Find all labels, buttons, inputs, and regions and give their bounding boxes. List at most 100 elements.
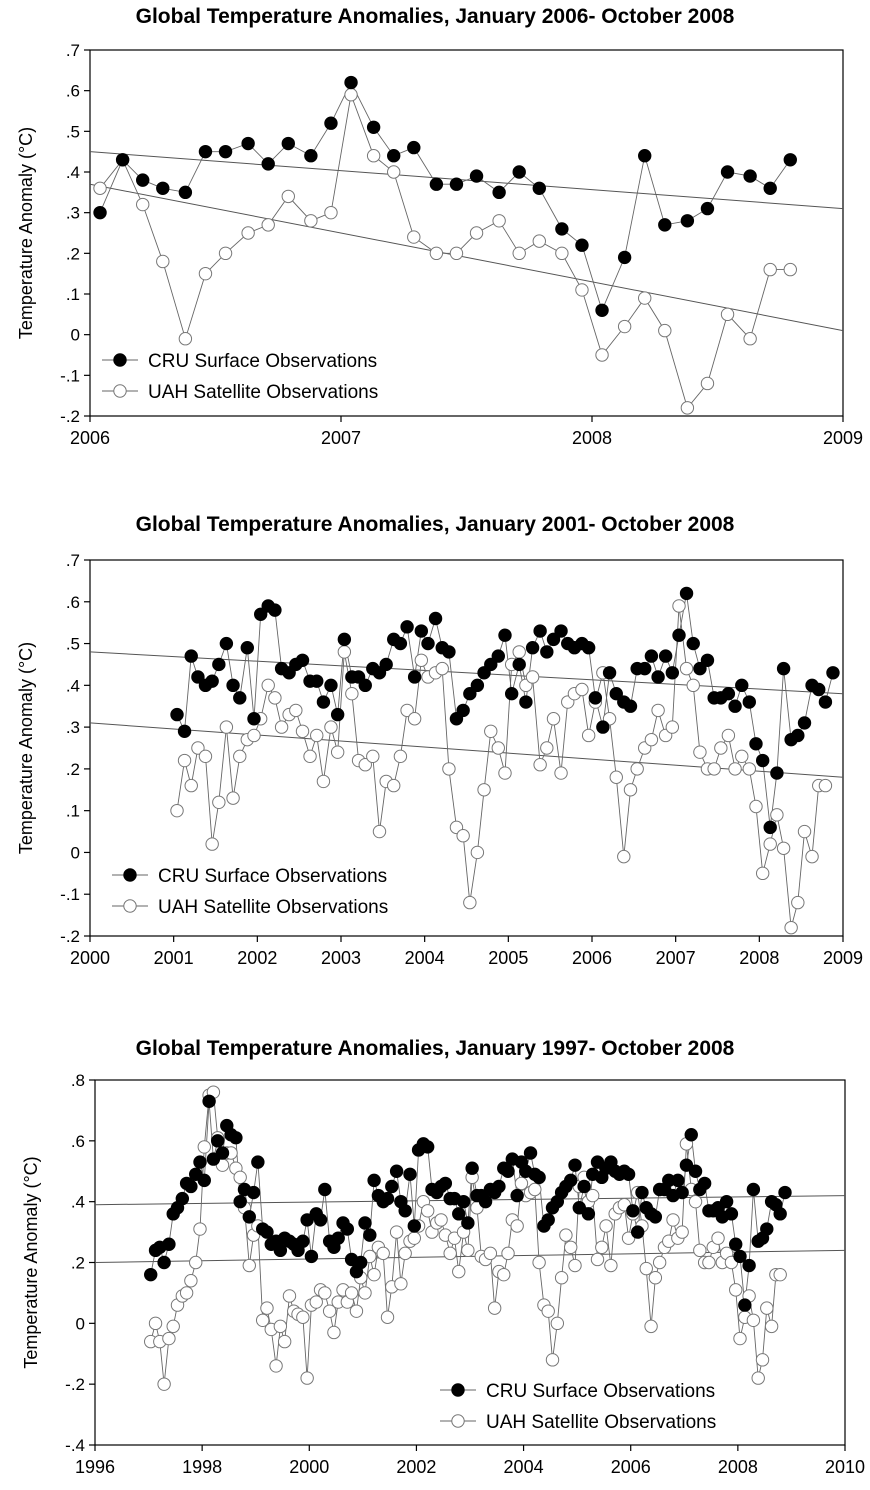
cru-point (456, 703, 470, 718)
y-tick-label: .3 (66, 204, 80, 223)
cru-point (733, 1249, 747, 1264)
cru-point (742, 1258, 756, 1273)
cru-point (191, 670, 205, 684)
x-tick-label: 1996 (75, 1457, 115, 1477)
uah-point (555, 246, 569, 261)
cru-point (596, 720, 610, 734)
cru-point (218, 144, 233, 159)
cru-point (313, 1213, 328, 1227)
uah-point (545, 1353, 560, 1367)
uah-point (764, 1319, 779, 1334)
chart-panel-1: Global Temperature Anomalies, January 20… (0, 0, 870, 470)
cru-point (797, 716, 812, 730)
x-tick-label: 2004 (405, 948, 445, 968)
y-tick-label: -.4 (65, 1436, 85, 1455)
legend-marker (123, 899, 137, 913)
cru-point (533, 624, 547, 638)
uah-point (541, 1304, 555, 1318)
plot-area (90, 586, 843, 935)
y-axis-label: Temperature Anomaly (°C) (16, 642, 36, 854)
chart-panel-2: Global Temperature Anomalies, January 20… (0, 505, 870, 985)
uah-point (514, 1176, 529, 1191)
cru-point (354, 1255, 368, 1270)
uah-point (260, 1301, 274, 1315)
uah-point (528, 1182, 542, 1197)
cru-point (644, 649, 659, 663)
uah-point (345, 686, 359, 701)
cru-point (358, 1216, 372, 1230)
uah-point (269, 1359, 283, 1373)
cru-point (724, 1207, 739, 1221)
uah-point (672, 599, 686, 613)
cru-point (554, 624, 568, 638)
cru-point (540, 645, 554, 659)
x-tick-label: 2008 (739, 948, 779, 968)
y-tick-label: .1 (66, 285, 80, 304)
cru-point (296, 1234, 310, 1248)
cru-point (651, 670, 665, 684)
cru-point (215, 1146, 230, 1160)
cru-point (178, 185, 193, 200)
cru-point (233, 1194, 247, 1209)
uah-point (686, 678, 700, 693)
uah-point (581, 728, 596, 743)
uah-point (818, 778, 833, 793)
cru-point (491, 649, 505, 663)
cru-point (246, 1185, 261, 1200)
cru-point (300, 1213, 314, 1227)
y-tick-label: .6 (66, 593, 80, 612)
uah-point (322, 1304, 337, 1318)
cru-point (564, 1173, 578, 1188)
uah-point (261, 218, 275, 232)
y-tick-label: .2 (66, 244, 80, 263)
cru-point (512, 165, 526, 179)
uah-point (492, 214, 506, 228)
uah-point (525, 670, 540, 684)
cru-point (281, 136, 295, 151)
legend-label: CRU Surface Observations (148, 351, 377, 372)
trend-line (90, 183, 843, 332)
cru-point (379, 657, 393, 672)
cru-point (648, 1210, 663, 1224)
x-tick-label: 2008 (718, 1457, 758, 1477)
uah-point (623, 783, 638, 797)
uah-point (461, 1243, 475, 1258)
cru-point (233, 691, 247, 705)
cru-point (501, 1164, 515, 1178)
uah-point (728, 762, 742, 776)
legend-marker (113, 353, 127, 367)
chart-2-svg: -.2 -.1 0 .1 .2 .3 .4 .5 .6 .7 2000 2001 2002 2003 200… (16, 551, 863, 968)
uah-point (743, 332, 757, 346)
uah-point (344, 1286, 359, 1300)
cru-point (389, 1164, 404, 1178)
cru-point (400, 620, 414, 634)
uah-point (289, 703, 303, 718)
cru-point (461, 1216, 475, 1230)
uah-point (599, 1219, 613, 1233)
uah-point (491, 741, 505, 755)
cru-point (700, 201, 715, 216)
cru-point (344, 75, 358, 90)
cru-point (469, 169, 484, 183)
uah-point (407, 230, 421, 244)
cru-point (735, 678, 749, 693)
x-tick-label: 2004 (504, 1457, 544, 1477)
cru-point (420, 1140, 435, 1154)
y-tick-label: -.2 (65, 1375, 85, 1394)
x-tick-label: 2009 (823, 948, 863, 968)
cru-point (541, 1213, 555, 1227)
chart-1-svg: -.2 -.1 0 .1 .2 .3 .4 .5 .6 .7 2006 2007 2008 2009 Tem… (16, 41, 863, 448)
cru-point (630, 1225, 645, 1239)
cru-point (442, 645, 456, 659)
x-tick-label: 2000 (289, 1457, 329, 1477)
chart-title: Global Temperature Anomalies, January 20… (135, 5, 735, 28)
uah-point (510, 1219, 524, 1233)
cru-point (428, 611, 443, 626)
legend-label: CRU Surface Observations (158, 866, 387, 887)
uah-point (324, 720, 338, 734)
cru-point (773, 1207, 787, 1221)
uah-point (400, 703, 414, 718)
y-tick-label: -.1 (60, 885, 80, 904)
cru-point (387, 149, 401, 163)
cru-point (398, 1204, 412, 1218)
